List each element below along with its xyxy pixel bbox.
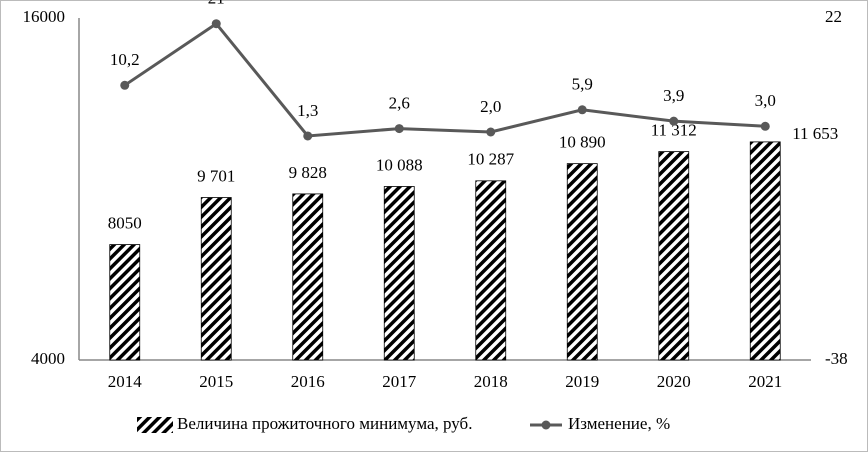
line-point [486, 127, 496, 137]
line-value-label: 2,6 [389, 93, 410, 112]
bar [292, 193, 324, 361]
line-value-label: 21 [208, 0, 225, 8]
bar-value-label: 9 828 [289, 163, 327, 182]
bar [200, 197, 232, 361]
x-tick-label: 2018 [474, 372, 508, 391]
bar-value-label: 9 701 [197, 166, 235, 185]
line-value-label: 2,0 [480, 97, 501, 116]
bar [109, 244, 141, 361]
line-value-label: 1,3 [297, 101, 318, 120]
line-value-label: 10,2 [110, 50, 140, 69]
legend-marker [541, 420, 551, 430]
x-tick-label: 2017 [382, 372, 417, 391]
line-point [211, 19, 221, 29]
y-tick-label: 4000 [31, 349, 65, 368]
legend-label: Величина прожиточного минимума, руб. [177, 414, 472, 433]
line-point [303, 131, 313, 141]
y-tick-label: 16000 [23, 7, 66, 26]
y2-tick-label: 22 [825, 7, 842, 26]
bar-value-label: 11 312 [651, 121, 697, 140]
y2-tick-label: -38 [825, 349, 848, 368]
bar [566, 163, 598, 361]
legend-swatch [137, 417, 173, 433]
bar-value-label: 10 287 [467, 150, 514, 169]
line-value-label: 3,0 [755, 91, 776, 110]
line-point [577, 105, 587, 115]
bar-value-label: 11 653 [792, 124, 838, 143]
bar-value-label: 8050 [108, 213, 142, 232]
line-point [669, 116, 679, 126]
x-tick-label: 2020 [657, 372, 691, 391]
bar-value-label: 10 890 [559, 133, 606, 152]
line [123, 21, 766, 138]
bar [383, 186, 415, 361]
line-point [120, 80, 130, 90]
line-value-label: 5,9 [572, 75, 593, 94]
x-tick-label: 2019 [565, 372, 599, 391]
bar [749, 141, 781, 361]
bar [658, 151, 690, 361]
bar [475, 180, 507, 361]
line-point [760, 121, 770, 131]
bar-value-label: 10 088 [376, 155, 423, 174]
legend-label: Изменение, % [568, 414, 670, 433]
x-tick-label: 2016 [291, 372, 325, 391]
line-value-label: 3,9 [663, 86, 684, 105]
x-tick-label: 2014 [108, 372, 143, 391]
line-point [394, 124, 404, 134]
x-tick-label: 2015 [199, 372, 233, 391]
x-tick-label: 2021 [748, 372, 782, 391]
